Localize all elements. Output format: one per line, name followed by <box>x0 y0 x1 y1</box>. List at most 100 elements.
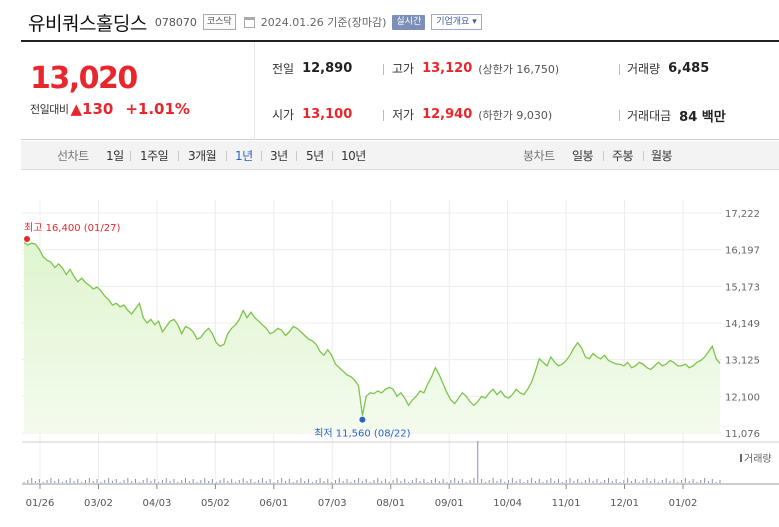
volume-bar <box>419 481 421 483</box>
stock-header: 유비쿼스홀딩스 078070 코스닥 2024.01.26 기준(장마감) 실시… <box>28 10 482 35</box>
period-3m[interactable]: 3개월 <box>188 149 217 163</box>
volume-bar <box>534 481 536 483</box>
volume-bar <box>634 479 636 483</box>
volume-bar <box>304 481 306 483</box>
stat-label: 고가 <box>392 62 415 76</box>
volume-bar <box>173 479 175 483</box>
volume-bar <box>135 479 137 483</box>
realtime-button[interactable]: 실시간 <box>392 14 426 30</box>
volume-bar <box>700 480 702 483</box>
volume-bar <box>488 480 490 483</box>
volume-bar <box>492 478 494 483</box>
volume-bar <box>288 479 290 483</box>
volume-bar <box>442 479 444 483</box>
volume-bar <box>688 481 690 483</box>
period-1w[interactable]: 1주일 <box>140 149 169 163</box>
divider <box>383 64 384 75</box>
volume-bar <box>454 478 456 483</box>
period-1d[interactable]: 1일 <box>106 149 124 163</box>
volume-bar <box>569 478 571 483</box>
period-5y[interactable]: 5년 <box>306 149 324 163</box>
volume-bar <box>596 479 598 483</box>
price-chart[interactable]: 01/26 03/02 04/03 05/02 06/01 07/03 08/01 09/01… <box>0 190 779 527</box>
volume-bar <box>242 478 244 483</box>
y-tick-label: 13,125 <box>725 356 760 367</box>
volume-bar <box>231 479 233 483</box>
change-row: 전일대비 ▲130 +1.01% <box>30 100 190 118</box>
volume-bar <box>392 480 394 483</box>
volume-bar <box>265 481 267 483</box>
stat-volume: 거래량 6,485 <box>627 60 709 77</box>
divider <box>643 151 644 161</box>
volume-bar <box>623 480 625 483</box>
low-annotation: 최저 11,560 (08/22) <box>314 428 410 440</box>
volume-bar <box>427 482 429 483</box>
volume-bar <box>707 481 709 483</box>
volume-bar <box>388 482 390 483</box>
volume-bar <box>581 482 583 483</box>
volume-bar <box>450 480 452 483</box>
change-label: 전일대비 <box>30 103 69 116</box>
volume-bar <box>684 478 686 483</box>
change-amount: ▲130 <box>70 100 114 118</box>
volume-bar <box>281 478 283 483</box>
candle-monthly[interactable]: 월봉 <box>651 149 673 163</box>
volume-bar <box>504 482 506 483</box>
volume-bar <box>150 481 152 483</box>
volume-bar <box>69 478 71 483</box>
volume-bar <box>681 480 683 483</box>
divider <box>619 64 620 75</box>
volume-bar <box>269 479 271 483</box>
volume-bar <box>584 480 586 483</box>
volume-bar <box>223 478 225 483</box>
volume-bar <box>296 480 298 483</box>
candle-weekly[interactable]: 주봉 <box>612 149 634 163</box>
volume-bar <box>192 479 194 483</box>
volume-bar <box>308 479 310 483</box>
volume-bar <box>554 481 556 483</box>
volume-bar <box>227 481 229 483</box>
company-info-dropdown[interactable]: 기업개요 ▾ <box>431 14 482 30</box>
price-line <box>23 241 721 416</box>
volume-bar <box>234 482 236 483</box>
volume-bar <box>565 480 567 483</box>
x-tick-label: 08/01 <box>376 498 405 509</box>
volume-bar <box>538 479 540 483</box>
volume-bar <box>338 478 340 483</box>
volume-bar <box>165 478 167 483</box>
divider <box>619 110 620 121</box>
volume-bar <box>523 482 525 483</box>
candle-daily[interactable]: 일봉 <box>572 149 594 163</box>
volume-bar <box>215 482 217 483</box>
volume-bar <box>138 482 140 483</box>
lower-limit: (하한가 9,030) <box>478 108 553 122</box>
volume-bar <box>515 481 517 483</box>
period-1y[interactable]: 1년 <box>235 149 253 163</box>
line-chart-title: 선차트 <box>57 149 89 163</box>
volume-bar <box>284 481 286 483</box>
price-panel: 13,020 전일대비 ▲130 +1.01% 전일 12,890 고가 13,… <box>21 42 779 140</box>
volume-bar <box>631 481 633 483</box>
volume-bar <box>358 478 360 483</box>
period-10y[interactable]: 10년 <box>341 149 366 163</box>
volume-bar <box>323 481 325 483</box>
volume-bar <box>561 482 563 483</box>
stat-high: 고가 13,120 (상한가 16,750) <box>392 60 559 77</box>
volume-bar <box>588 478 590 483</box>
volume-bar <box>384 479 386 483</box>
volume-bar <box>131 481 133 483</box>
stat-value: 84 백만 <box>679 110 726 125</box>
volume-bar <box>365 479 367 483</box>
volume-bar <box>300 478 302 483</box>
volume-bar <box>715 482 717 483</box>
period-3y[interactable]: 3년 <box>270 149 288 163</box>
volume-bar <box>527 480 529 483</box>
volume-bar <box>600 482 602 483</box>
stat-open: 시가 13,100 <box>272 106 352 123</box>
volume-bar <box>692 479 694 483</box>
volume-bar <box>27 480 29 483</box>
volume-bar <box>127 478 129 483</box>
volume-bar <box>465 482 467 483</box>
volume-bar <box>704 478 706 483</box>
volume-bar <box>181 480 183 483</box>
